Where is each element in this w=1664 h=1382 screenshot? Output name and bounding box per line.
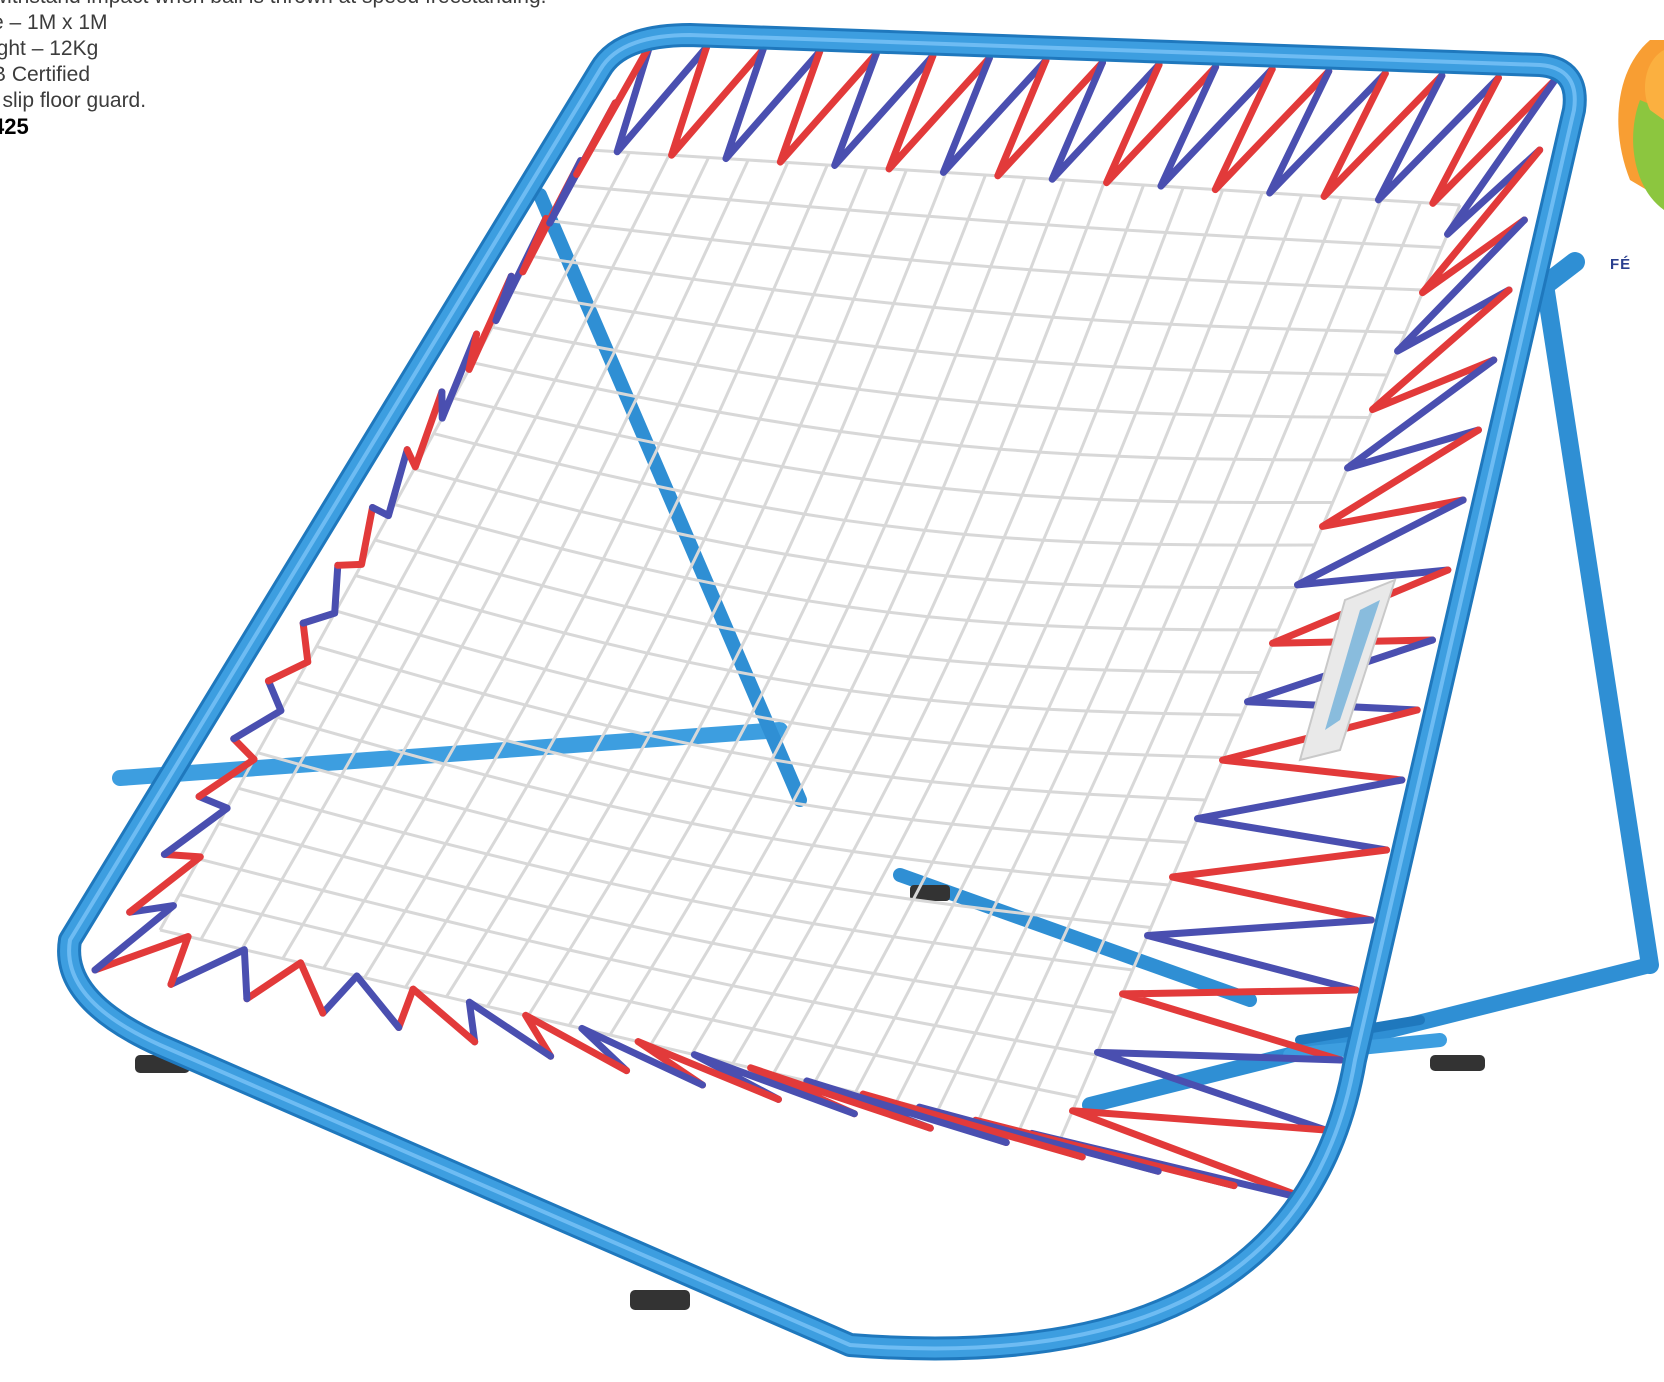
net-strand [198, 857, 1097, 1057]
elastic-cord [91, 933, 192, 988]
net-strand [589, 148, 1461, 207]
elastic-cord [1369, 286, 1513, 414]
elastic-cord [126, 850, 204, 916]
net-strand [322, 159, 750, 969]
elastic-cord [1374, 72, 1502, 204]
elastic-cord [369, 446, 411, 520]
elastic-cord [403, 388, 446, 471]
elastic-cord [634, 1038, 782, 1103]
elastic-cord [1419, 146, 1544, 297]
elastic-cord [885, 52, 993, 173]
spec-line-impact: withstand impact when ball is thrown at … [0, 0, 546, 10]
elastic-cord [668, 43, 767, 159]
elastic-cord [319, 972, 403, 1031]
elastic-cord [1103, 61, 1220, 187]
net-strand [511, 290, 1388, 377]
elastic-cord [1294, 496, 1467, 589]
elastic-cord [522, 1011, 631, 1075]
rebounder-frame [57, 23, 1587, 1361]
elastic-cord [264, 619, 312, 685]
net-strand [374, 538, 1261, 674]
elastic-cord [299, 561, 342, 627]
elastic-cord [690, 1051, 858, 1118]
elastic-cord [859, 1090, 1086, 1161]
elastic-cord [1094, 1048, 1345, 1134]
net-strand [731, 184, 1146, 1065]
net-strand [237, 786, 1133, 972]
elastic-cord [395, 985, 479, 1046]
elastic-cord [1219, 706, 1421, 784]
elastic-cord [1169, 846, 1391, 924]
elastic-cord [1320, 69, 1446, 200]
logo-text: FÉ [1610, 256, 1632, 273]
net-strand [355, 574, 1242, 717]
elastic-cord [1048, 59, 1163, 183]
elastic-cord [1069, 1107, 1329, 1204]
elastic-cord [243, 959, 327, 1017]
elastic-cord [438, 330, 481, 422]
net-strand [649, 179, 1066, 1046]
net-strand [296, 680, 1188, 844]
net-strand [335, 609, 1224, 759]
elastic-cord [939, 54, 1050, 176]
net-strand [472, 361, 1351, 462]
elastic-cord [1119, 986, 1360, 1064]
elastic-cord [1194, 776, 1406, 854]
elastic-cord [1394, 216, 1528, 355]
elastic-cord [167, 946, 251, 1003]
elastic-cord [91, 902, 177, 974]
elastic-cord [722, 45, 824, 163]
elastic-cord [573, 41, 654, 178]
net-strand [976, 199, 1383, 1122]
net-strand [1017, 201, 1422, 1132]
elastic-cord [160, 793, 231, 858]
federation-logo [1618, 40, 1664, 210]
net-strand [772, 186, 1185, 1074]
net-strand [935, 196, 1343, 1113]
elastic-cord [1144, 916, 1375, 994]
elastic-cords [91, 41, 1559, 1204]
elastic-cord [994, 56, 1106, 180]
elastic-cord [578, 1024, 706, 1089]
net-strand [276, 715, 1170, 887]
elastic-cord [1157, 63, 1276, 190]
product-label-sticker [1298, 578, 1397, 762]
elastic-cord [334, 504, 376, 569]
net-strand [895, 194, 1304, 1103]
net-strand [179, 893, 1079, 1099]
elastic-cord [613, 41, 711, 156]
product-spec-text: withstand impact when ball is thrown at … [0, 0, 546, 140]
elastic-cord [1429, 74, 1559, 207]
elastic-cord [195, 735, 258, 801]
net-strand [690, 181, 1106, 1055]
spec-line-weight: ight – 12Kg [0, 37, 99, 60]
elastic-cord [465, 998, 555, 1060]
elastic-cord [1211, 65, 1333, 194]
elastic-cord [230, 677, 285, 743]
elastic-cord [1319, 426, 1482, 530]
net-strand [257, 751, 1152, 929]
net-strand [315, 644, 1206, 802]
spec-line-size: e – 1M x 1M [0, 11, 108, 34]
elastic-cord [776, 48, 880, 166]
net-strand [218, 822, 1115, 1014]
spec-line-floor-guard: i slip floor guard. [0, 89, 147, 112]
net-strand [854, 191, 1264, 1093]
elastic-cord [1266, 67, 1389, 197]
elastic-cord [1244, 636, 1436, 714]
net-mesh [158, 148, 1462, 1142]
elastic-cord [1444, 76, 1559, 238]
spec-line-certified: B Certified [0, 63, 91, 86]
elastic-cord [803, 1077, 1010, 1146]
elastic-cord [831, 50, 937, 169]
net-strand [1058, 204, 1462, 1141]
elastic-cord [1344, 356, 1498, 472]
product-code: 425 [0, 114, 29, 139]
net-strand [813, 189, 1225, 1084]
floor-guards [135, 885, 1485, 1310]
